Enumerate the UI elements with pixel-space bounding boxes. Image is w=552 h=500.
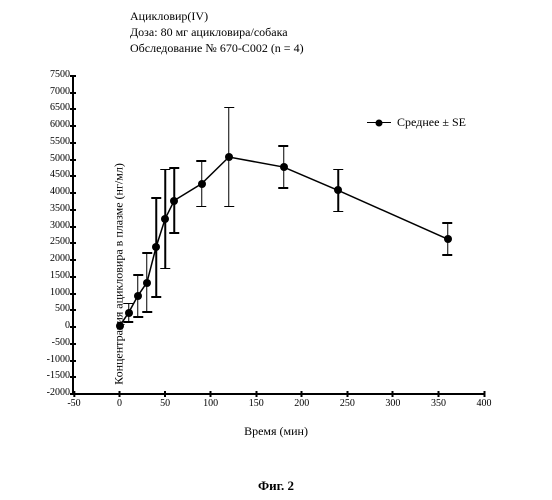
data-point <box>125 309 133 317</box>
plot-region: Среднее ± SE -2000-1500-1000-50005001000… <box>72 75 484 395</box>
y-tick: -500 <box>30 338 74 348</box>
y-tick: 4500 <box>30 170 74 180</box>
y-tick: 3000 <box>30 221 74 231</box>
y-tick: 2500 <box>30 237 74 247</box>
y-tick: 1500 <box>30 271 74 281</box>
data-point <box>280 163 288 171</box>
data-point <box>161 215 169 223</box>
x-tick: -50 <box>67 393 80 409</box>
x-tick: 200 <box>294 393 309 409</box>
header-line-3: Обследование № 670-C002 (n = 4) <box>130 40 304 56</box>
y-tick: 5500 <box>30 137 74 147</box>
x-tick: 250 <box>340 393 355 409</box>
legend-label: Среднее ± SE <box>397 115 466 130</box>
data-point <box>198 180 206 188</box>
data-point <box>152 243 160 251</box>
y-tick: 0 <box>30 321 74 331</box>
data-point <box>444 235 452 243</box>
y-tick: 5000 <box>30 154 74 164</box>
y-tick: 6000 <box>30 120 74 130</box>
data-point <box>116 322 124 330</box>
y-tick: 500 <box>30 304 74 314</box>
y-tick: 7500 <box>30 70 74 80</box>
data-point <box>170 197 178 205</box>
x-tick: 150 <box>249 393 264 409</box>
legend: Среднее ± SE <box>367 115 466 130</box>
chart-header: Ацикловир(IV) Доза: 80 мг ацикловира/соб… <box>130 8 304 57</box>
x-axis-label: Время (мин) <box>244 424 308 439</box>
chart-area: Концентрация ацикловира в плазме (нг/мл)… <box>0 65 552 445</box>
x-tick: 50 <box>160 393 170 409</box>
data-point <box>134 292 142 300</box>
y-tick: 2000 <box>30 254 74 264</box>
y-tick: 3500 <box>30 204 74 214</box>
x-tick: 0 <box>117 393 122 409</box>
y-tick: -1000 <box>30 355 74 365</box>
y-tick: 1000 <box>30 288 74 298</box>
x-tick: 350 <box>431 393 446 409</box>
figure-caption: Фиг. 2 <box>258 478 294 494</box>
x-tick: 300 <box>385 393 400 409</box>
y-tick: 4000 <box>30 187 74 197</box>
legend-marker-icon <box>367 122 391 124</box>
y-tick: 7000 <box>30 87 74 97</box>
header-line-1: Ацикловир(IV) <box>130 8 304 24</box>
data-point <box>143 279 151 287</box>
x-tick: 400 <box>477 393 492 409</box>
header-line-2: Доза: 80 мг ацикловира/собака <box>130 24 304 40</box>
data-point <box>225 153 233 161</box>
y-tick: 6500 <box>30 103 74 113</box>
data-point <box>334 186 342 194</box>
x-tick: 100 <box>203 393 218 409</box>
y-tick: -1500 <box>30 371 74 381</box>
